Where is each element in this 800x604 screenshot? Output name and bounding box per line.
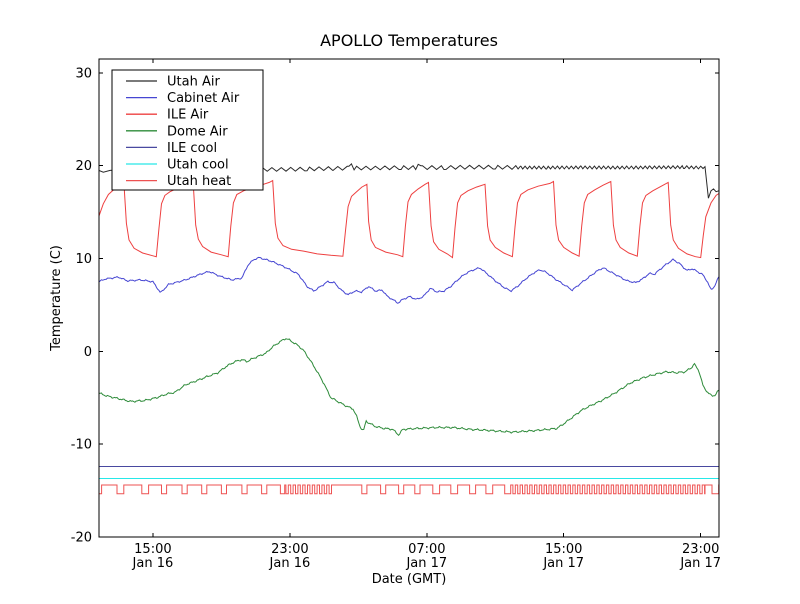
legend-label-2: ILE Air <box>167 108 209 123</box>
y-tick-label-4: -10 <box>71 438 92 453</box>
x-axis-label: Date (GMT) <box>372 572 447 587</box>
legend-label-4: ILE cool <box>167 141 217 156</box>
y-tick-label-3: 0 <box>84 345 92 360</box>
x-tick-label-time-2: 07:00 <box>408 542 445 557</box>
legend-label-0: Utah Air <box>167 75 220 90</box>
x-tick-label-time-0: 15:00 <box>134 542 171 557</box>
series-utah_air <box>99 163 719 199</box>
y-tick-label-0: 30 <box>75 66 92 81</box>
x-tick-label-date-2: Jan 17 <box>405 556 447 571</box>
chart-title: APOLLO Temperatures <box>320 31 498 50</box>
y-tick-label-2: 10 <box>75 252 92 267</box>
x-tick-label-time-1: 23:00 <box>271 542 308 557</box>
plot-series-group <box>99 163 719 495</box>
series-ile_air <box>99 179 719 259</box>
series-cabinet_air <box>99 256 719 304</box>
x-tick-label-date-0: Jan 16 <box>132 556 174 571</box>
x-tick-label-date-4: Jan 17 <box>679 556 721 571</box>
series-utah_heat <box>99 484 719 495</box>
y-tick-label-5: -20 <box>71 531 92 546</box>
y-tick-label-1: 20 <box>75 159 92 174</box>
legend-box <box>111 69 264 191</box>
legend-label-1: Cabinet Air <box>167 91 240 106</box>
legend-label-5: Utah cool <box>167 158 229 173</box>
legend-label-6: Utah heat <box>167 174 231 189</box>
legend-label-3: Dome Air <box>167 124 228 139</box>
y-axis-label: Temperature (C) <box>49 245 64 352</box>
axis-ticks <box>99 59 719 538</box>
x-tick-label-time-4: 23:00 <box>682 542 719 557</box>
plot-frame <box>98 58 720 538</box>
x-tick-label-date-3: Jan 17 <box>542 556 584 571</box>
x-tick-label-time-3: 15:00 <box>545 542 582 557</box>
series-dome_air <box>99 338 719 437</box>
x-tick-label-date-1: Jan 16 <box>269 556 311 571</box>
